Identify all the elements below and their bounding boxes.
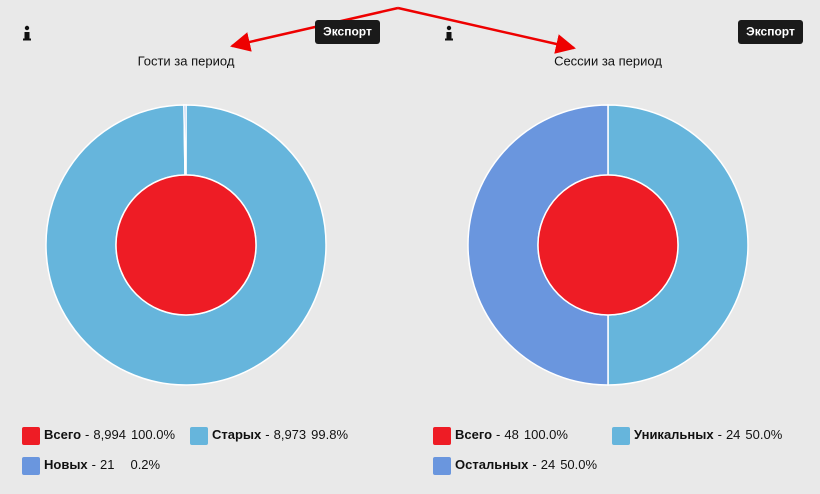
button-bg[interactable] xyxy=(738,20,803,44)
button-label[interactable]: Экспорт xyxy=(746,25,795,39)
info-base xyxy=(23,38,31,41)
info-stem xyxy=(24,32,30,40)
total-circle xyxy=(115,174,257,316)
legend-percent: 100.0% xyxy=(524,427,569,442)
legend-name: Остальных xyxy=(455,457,529,472)
legend-name: Старых xyxy=(212,427,262,442)
legend-value: 8,994 xyxy=(93,427,126,442)
info-dot xyxy=(446,25,452,31)
legend-value: 24 xyxy=(726,427,740,442)
legend-value: 48 xyxy=(504,427,518,442)
legend-swatch xyxy=(190,427,208,445)
legend-name: Уникальных xyxy=(634,427,714,442)
export-button[interactable]: Экспорт xyxy=(738,20,803,44)
export-button[interactable]: Экспорт xyxy=(315,20,380,44)
ring-segment xyxy=(183,104,187,176)
legend-separator: - xyxy=(265,427,269,442)
legend-percent: 100.0% xyxy=(131,427,176,442)
legend-entry: Всего -48 100.0% xyxy=(455,427,568,442)
legend-name: Всего xyxy=(44,427,81,442)
legend-entry: Всего -8,994 100.0% xyxy=(44,427,175,442)
legend-percent: 50.0% xyxy=(560,457,597,472)
total-circle xyxy=(537,174,679,316)
legend-swatch xyxy=(433,457,451,475)
info-stem xyxy=(446,32,452,40)
info-base xyxy=(445,38,453,41)
legend-swatch xyxy=(22,427,40,445)
legend-name: Новых xyxy=(44,457,88,472)
legend-percent: 0.2% xyxy=(130,457,160,472)
legend-entry: Уникальных -24 50.0% xyxy=(634,427,783,442)
legend-swatch xyxy=(433,427,451,445)
legend-separator: - xyxy=(496,427,500,442)
legend-percent: 50.0% xyxy=(745,427,782,442)
button-label[interactable]: Экспорт xyxy=(323,25,372,39)
legend-name: Всего xyxy=(455,427,492,442)
legend-separator: - xyxy=(532,457,536,472)
button-bg[interactable] xyxy=(315,20,380,44)
legend-entry: Остальных -24 50.0% xyxy=(455,457,597,472)
legend-value: 21 xyxy=(100,457,114,472)
legend-swatch xyxy=(612,427,630,445)
legend-value: 24 xyxy=(541,457,555,472)
legend-value: 8,973 xyxy=(274,427,307,442)
legend-separator: - xyxy=(92,457,96,472)
chart-title: Гости за период xyxy=(138,53,235,68)
legend-entry: Новых -21 0.2% xyxy=(44,457,161,472)
info-dot xyxy=(24,25,30,31)
legend-swatch xyxy=(22,457,40,475)
legend-separator: - xyxy=(85,427,89,442)
legend-entry: Старых -8,973 99.8% xyxy=(212,427,348,442)
legend-separator: - xyxy=(718,427,722,442)
legend-percent: 99.8% xyxy=(311,427,348,442)
chart-title: Сессии за период xyxy=(554,53,662,68)
annotation-arrow xyxy=(397,6,576,54)
